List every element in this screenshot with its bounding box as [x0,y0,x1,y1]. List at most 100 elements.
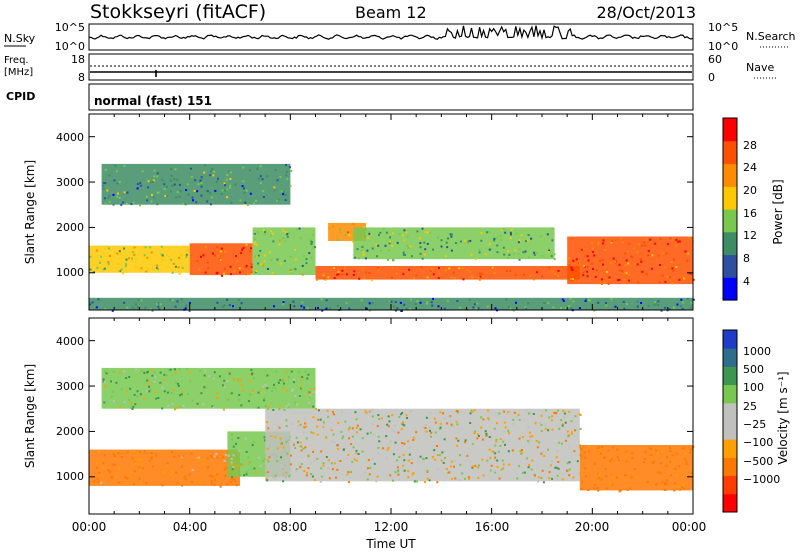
vel-cells-speckle [523,471,526,474]
vel-cells-speckle [561,424,564,427]
vel-cells-speckle [397,431,400,434]
vel-cells-speckle [352,446,355,449]
vel-cells-speckle [361,437,364,440]
vel-cells-speckle [551,477,554,480]
freq-left-tick-bottom: 8 [78,71,85,84]
vel-cells-speckle [570,432,573,435]
vel-cells-speckle [161,484,164,487]
vel-cells-speckle [555,478,558,481]
vel-cells-speckle [181,390,184,393]
vel-cells-speckle [181,484,184,487]
vel-cells-speckle [397,473,400,476]
power-cells-speckle [166,185,168,188]
vel-cells-speckle [136,395,139,398]
vel-cells-speckle [291,423,294,426]
vel-cells-speckle [301,376,304,379]
vel-cells-speckle [664,488,667,491]
power-cells-speckle [108,174,111,177]
vel-cells-speckle [422,458,425,461]
power-cells-speckle [290,170,293,172]
vel-cells-speckle [196,402,199,405]
power-colorbar-swatch-1 [723,254,737,278]
power-cells-speckle [220,247,223,250]
vel-cells-speckle [369,431,372,434]
vel-cells-speckle [240,463,243,465]
vel-cells-speckle [615,476,618,479]
vel-cells-speckle [450,423,453,426]
power-cells-speckle [496,251,499,254]
vel-cells-speckle [387,425,390,428]
vel-cells-speckle [96,461,99,464]
power-cells-speckle [562,299,565,302]
power-cells-speckle [367,231,370,233]
power-cells-speckle [550,255,553,258]
vel-cells-speckle [495,412,498,415]
power-cells-speckle [654,242,657,245]
vel-cells-speckle [107,469,110,472]
vel-cells-speckle [568,474,571,477]
vel-cells-speckle [222,408,225,411]
vel-cells-speckle [231,433,233,436]
power-cells-speckle [310,256,313,259]
vel-cells-speckle [588,445,591,448]
power-cells-speckle [455,242,457,244]
vel-cells-speckle [494,444,497,447]
vel-cells-speckle [140,369,143,372]
power-cells-speckle [259,249,262,252]
vel-cells-speckle [143,371,146,374]
power-cells-speckle [585,298,588,301]
power-cells-speckle [548,249,550,252]
vel-cells-speckle [231,476,233,479]
power-cells-speckle [200,255,202,258]
vel-cells-speckle [322,421,325,424]
power-cells-speckle [112,193,115,196]
vel-cells-speckle [310,462,313,465]
vel-cells-speckle [424,429,427,432]
power-cells-speckle [156,303,159,305]
vel-cells-speckle [303,426,306,429]
vel-cells-speckle [230,392,233,395]
vel-cells-speckle [486,459,489,462]
power-cells-speckle [630,255,633,258]
vel-cells-speckle [272,387,275,390]
vel-cells-speckle [339,460,342,462]
vel-cells-speckle [491,450,494,453]
power-cells-speckle [657,300,660,303]
power-cells-speckle [671,282,674,285]
vel-cells-speckle [223,386,226,389]
vel-cells-speckle [482,418,485,421]
vel-cells-speckle [468,476,470,479]
power-cells-speckle [102,184,105,187]
vel-cells-speckle [496,465,499,468]
power-cb-tick-20: 20 [743,184,757,197]
vel-cells-speckle [313,387,316,390]
power-cells-speckle [478,251,481,254]
vel-cells-speckle [550,464,552,467]
vel-cells-speckle [485,432,488,435]
vel-cells-speckle [424,427,427,429]
vel-cells-speckle [232,454,235,457]
vel-cells-speckle [279,379,282,382]
vel-cells-speckle [283,408,286,411]
vel-cells-speckle [103,381,106,384]
vel-cells-speckle [139,393,142,396]
vel-cells-speckle [199,370,202,372]
vel-cells-speckle [446,422,448,425]
vel-cells-speckle [408,453,411,456]
vel-cells-speckle [173,368,176,371]
vel-cells-speckle [223,468,226,471]
power-cells-speckle [151,309,154,312]
vel-cells-speckle [655,484,658,486]
power-cells-speckle [640,302,643,304]
vel-cells-speckle [179,405,182,408]
power-ylabel: Slant Range [km] [23,160,37,264]
vel-cells-speckle [619,489,622,492]
power-cells-speckle [539,235,542,238]
vel-cells-speckle [249,373,252,376]
power-cells-speckle [474,258,477,261]
power-cells-speckle [187,193,190,196]
power-cells-speckle [403,303,406,306]
power-cells-speckle [508,253,511,256]
power-cells-speckle [160,245,163,248]
vel-cells-speckle [326,409,329,412]
